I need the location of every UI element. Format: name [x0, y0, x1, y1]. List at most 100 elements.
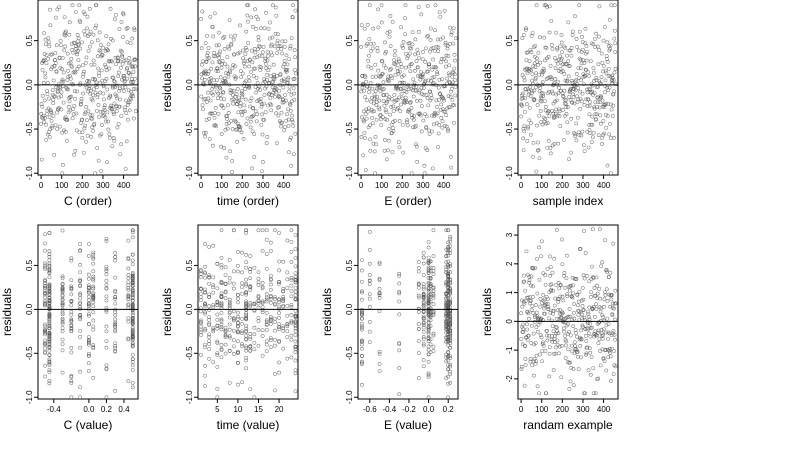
data-point — [591, 42, 596, 47]
data-point — [443, 40, 448, 45]
data-point — [293, 293, 298, 297]
data-point — [91, 318, 96, 323]
data-point — [127, 100, 132, 105]
data-point — [558, 54, 562, 59]
data-point — [560, 108, 565, 112]
data-point — [207, 318, 211, 322]
data-point — [264, 141, 269, 146]
data-point — [278, 72, 283, 76]
data-point — [362, 88, 367, 93]
data-point — [369, 99, 374, 104]
data-point — [227, 297, 232, 302]
data-point — [554, 325, 559, 330]
data-point — [600, 313, 605, 317]
data-point — [47, 313, 52, 318]
data-point — [268, 316, 273, 321]
data-point — [561, 298, 566, 303]
data-point — [244, 333, 249, 338]
data-point — [581, 307, 586, 312]
data-point — [88, 91, 93, 96]
data-point — [562, 317, 567, 321]
data-point — [523, 96, 528, 101]
data-point — [240, 316, 244, 321]
data-point — [597, 286, 602, 291]
data-point — [529, 91, 534, 95]
data-point — [426, 301, 431, 305]
data-point — [289, 239, 294, 244]
data-point — [537, 156, 542, 161]
data-point — [113, 275, 118, 280]
data-point — [87, 353, 91, 358]
data-point — [397, 341, 402, 346]
data-point — [419, 69, 423, 74]
data-point — [396, 105, 400, 110]
data-point — [414, 144, 419, 149]
data-point — [529, 308, 534, 312]
data-point — [90, 125, 95, 130]
x-axis-label: time (value) — [217, 418, 280, 432]
data-point — [428, 295, 433, 299]
data-point — [548, 63, 553, 68]
data-point — [423, 112, 427, 116]
data-point — [448, 296, 453, 301]
data-point — [227, 257, 232, 262]
data-point — [117, 89, 122, 93]
data-point — [268, 296, 273, 301]
data-point — [360, 268, 364, 273]
data-point — [426, 69, 430, 74]
data-point — [594, 31, 599, 36]
data-points — [359, 3, 458, 176]
data-point — [541, 340, 545, 345]
data-point — [91, 327, 96, 332]
data-point — [104, 395, 109, 400]
data-point — [446, 339, 451, 344]
data-point — [580, 129, 585, 134]
data-point — [227, 322, 232, 327]
y-tick-label: 3 — [505, 232, 514, 237]
data-point — [260, 132, 265, 137]
data-point — [252, 325, 257, 330]
data-point — [112, 138, 117, 143]
data-point — [359, 135, 364, 139]
data-point — [565, 130, 570, 135]
data-point — [78, 334, 82, 339]
data-point — [250, 114, 255, 119]
data-point — [390, 149, 395, 154]
x-axis-label: E (order) — [384, 194, 431, 208]
data-point — [593, 45, 597, 49]
data-point — [580, 304, 585, 308]
data-point — [421, 285, 426, 289]
x-tick-label: 400 — [597, 181, 611, 190]
data-point — [245, 3, 249, 8]
x-tick-label: 0 — [519, 181, 524, 190]
data-point — [448, 314, 453, 319]
data-point — [264, 252, 269, 256]
data-point — [588, 131, 593, 136]
data-point — [85, 133, 90, 138]
data-point — [602, 318, 607, 323]
data-point — [291, 123, 296, 128]
data-point — [391, 129, 396, 134]
data-point — [90, 113, 95, 118]
data-point — [98, 90, 103, 95]
data-point — [537, 320, 542, 325]
data-point — [431, 333, 436, 338]
data-point — [582, 60, 587, 65]
data-point — [360, 115, 364, 120]
data-point — [61, 163, 65, 167]
data-point — [111, 136, 116, 140]
data-point — [569, 343, 574, 348]
data-point — [421, 286, 426, 291]
data-point — [69, 284, 74, 289]
data-point — [200, 59, 205, 63]
data-point — [417, 88, 422, 93]
data-point — [362, 131, 367, 135]
data-point — [126, 337, 131, 342]
data-point — [519, 114, 524, 119]
data-point — [446, 355, 451, 359]
data-point — [425, 4, 430, 8]
data-point — [219, 96, 223, 101]
data-point — [451, 26, 456, 31]
data-point — [436, 45, 441, 50]
data-point — [78, 293, 82, 298]
